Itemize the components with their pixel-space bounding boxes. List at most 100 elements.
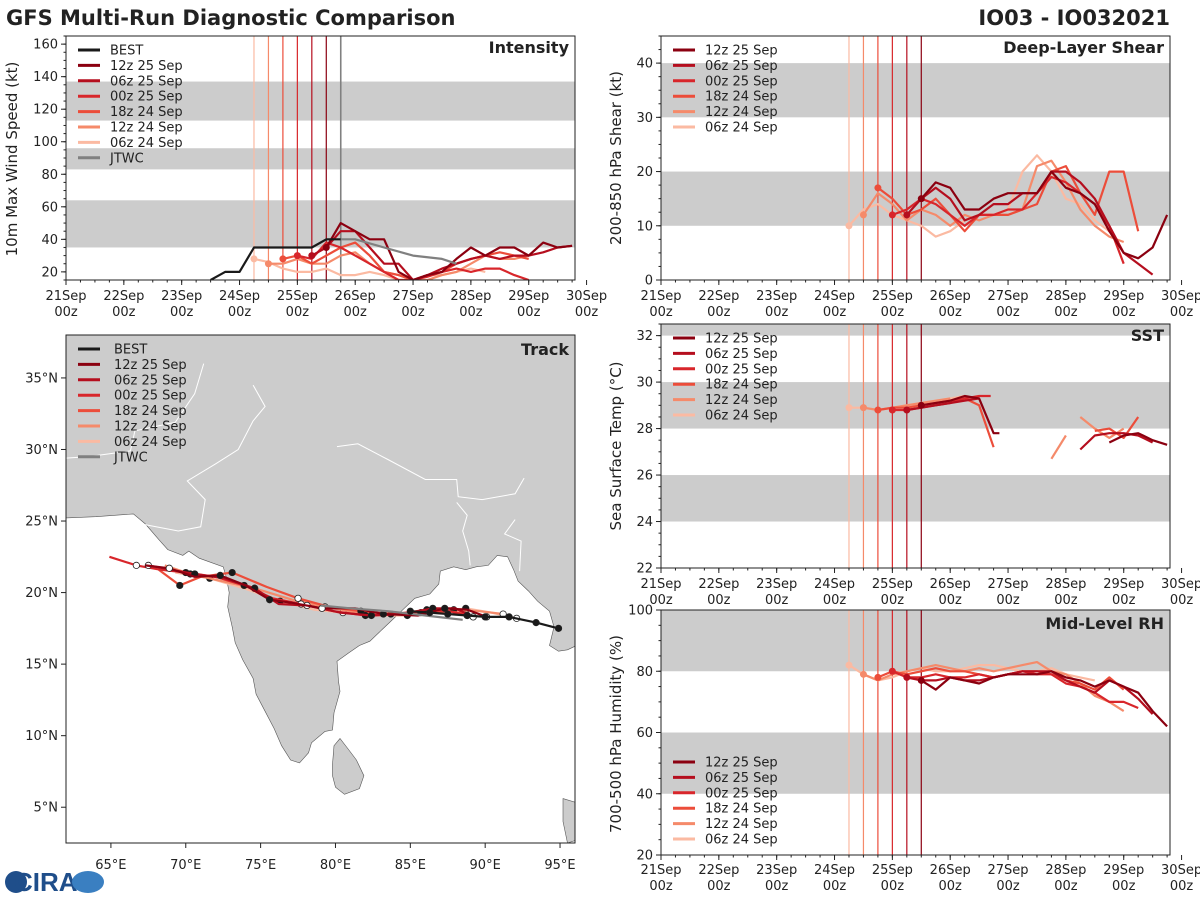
track-ytick-label-20: 20°N — [25, 586, 58, 601]
shear-legend-label-06z-25-sep: 06z 25 Sep — [705, 59, 778, 74]
shear-xtick-label-4-1: 00z — [881, 305, 905, 320]
sst-xtick-label-6-0: 27Sep — [988, 577, 1029, 592]
sst-series-12z-25-sep — [921, 394, 1000, 435]
shear-xtick-label-0-0: 21Sep — [640, 289, 681, 304]
sst-init-marker-12z-24-sep — [859, 404, 867, 412]
rh-xtick-label-3-1: 00z — [823, 879, 847, 894]
sst-xtick-label-9-1: 00z — [1170, 593, 1194, 608]
rh-series-00z-25-sep — [891, 670, 1139, 710]
intensity-xtick-label-4-0: 25Sep — [277, 289, 318, 304]
track-legend-label-12z-25-sep: 12z 25 Sep — [114, 358, 187, 373]
rh-legend-label-06z-24-sep: 06z 24 Sep — [705, 833, 778, 848]
intensity-xtick-label-7-0: 28Sep — [450, 289, 491, 304]
track-point-best — [406, 607, 414, 615]
sst-ytick-label-28: 28 — [636, 422, 653, 437]
track-point-best — [532, 619, 540, 627]
intensity-series-00z-25-sep — [297, 241, 530, 280]
intensity-xtick-label-0-0: 21Sep — [45, 289, 86, 304]
sst-series-12z-25-sep-part1 — [1108, 432, 1168, 446]
shear-panel: 01020304021Sep00z22Sep00z23Sep00z24Sep00… — [607, 35, 1200, 320]
shear-xtick-label-8-0: 29Sep — [1103, 289, 1144, 304]
rh-series-06z-24-sep — [848, 663, 1096, 682]
sst-series-06z-25-sep — [906, 397, 980, 412]
shear-xtick-label-0-1: 00z — [649, 305, 673, 320]
intensity-legend-label-best: BEST — [110, 44, 143, 59]
intensity-xtick-label-1-0: 22Sep — [103, 289, 144, 304]
sst-xtick-label-3-0: 24Sep — [814, 577, 855, 592]
rh-xtick-label-8-0: 29Sep — [1103, 863, 1144, 878]
intensity-series-jtwc — [340, 238, 457, 265]
intensity-xtick-label-8-1: 00z — [517, 305, 541, 320]
sst-xtick-label-1-1: 00z — [707, 593, 731, 608]
rh-xtick-label-1-1: 00z — [707, 879, 731, 894]
track-point-18z-24-sep — [176, 581, 184, 590]
track-point-12z-25-sep — [441, 604, 449, 612]
track-point-12z-25-sep — [216, 571, 224, 580]
sst-band-2 — [661, 324, 1170, 336]
shear-xtick-label-7-1: 00z — [1054, 305, 1078, 320]
track-xtick-label-70: 70°E — [170, 858, 201, 873]
sst-legend-label-00z-25-sep: 00z 25 Sep — [705, 362, 778, 377]
intensity-ytick-label-80: 80 — [41, 168, 58, 183]
intensity-panel: 2040608010012014016021Sep00z22Sep00z23Se… — [3, 35, 607, 320]
shear-xtick-label-9-0: 30Sep — [1161, 289, 1200, 304]
shear-y-axis-label: 200-850 hPa Shear (kt) — [607, 71, 625, 245]
track-point-12z-25-sep — [265, 596, 274, 604]
sst-xtick-label-7-1: 00z — [1054, 593, 1078, 608]
track-point-best — [505, 613, 513, 621]
track-map-area: 65°E 70°E 75°E 80°E 85°E 90°E 95°E 5°N 10°N 15°N 2… — [25, 334, 576, 873]
intensity-xtick-label-0-1: 00z — [54, 305, 78, 320]
track-point-12z-25-sep — [165, 564, 173, 572]
rh-xtick-label-2-1: 00z — [765, 879, 789, 894]
track-line-12z-25-sep — [145, 564, 488, 618]
intensity-band-1 — [66, 148, 575, 170]
sst-ytick-label-30: 30 — [636, 376, 653, 391]
intensity-ytick-label-40: 40 — [41, 233, 58, 248]
sst-legend-label-12z-25-sep: 12z 25 Sep — [705, 332, 778, 347]
track-xtick-label-75: 75°E — [245, 858, 276, 873]
track-point-best — [554, 624, 563, 632]
rh-band-0 — [661, 732, 1170, 794]
rh-xtick-label-6-0: 27Sep — [988, 863, 1029, 878]
track-clipped-content — [66, 335, 575, 843]
intensity-init-marker-00z-25-sep — [293, 252, 301, 260]
shear-band-1 — [661, 63, 1170, 118]
sst-band-0 — [661, 475, 1170, 522]
rh-series-06z-25-sep — [906, 670, 1154, 715]
rh-xtick-label-3-0: 24Sep — [814, 863, 855, 878]
track-ytick-label-5: 5°N — [34, 801, 59, 816]
shear-xtick-label-6-0: 27Sep — [988, 289, 1029, 304]
rh-band-1 — [661, 610, 1170, 672]
shear-xtick-label-2-1: 00z — [765, 305, 789, 320]
rh-plot-area: 2040608010021Sep00z22Sep00z23Sep00z24Sep… — [628, 604, 1200, 895]
track-xtick-label-65: 65°E — [95, 858, 126, 873]
sst-ytick-label-22: 22 — [636, 562, 653, 577]
intensity-legend-label-jtwc: JTWC — [109, 151, 144, 166]
intensity-xtick-label-5-1: 00z — [344, 305, 368, 320]
cira-logo-globe-icon — [5, 871, 27, 893]
shear-ytick-label-0: 0 — [645, 274, 653, 289]
sst-ytick-label-26: 26 — [636, 469, 653, 484]
rh-ytick-label-100: 100 — [628, 604, 653, 619]
sst-legend-label-06z-24-sep: 06z 24 Sep — [705, 409, 778, 424]
shear-init-marker-12z-24-sep — [859, 211, 867, 219]
country-border-3 — [503, 519, 522, 572]
cira-logo-text: CIRA — [14, 867, 78, 897]
intensity-init-marker-12z-24-sep — [264, 260, 272, 268]
rh-xtick-label-6-1: 00z — [996, 879, 1020, 894]
rh-ytick-label-20: 20 — [636, 849, 653, 864]
shear-init-marker-00z-25-sep — [888, 211, 896, 219]
sst-xtick-label-8-1: 00z — [1112, 593, 1136, 608]
track-ytick-label-25: 25°N — [25, 515, 58, 530]
intensity-plot-area: 2040608010012014016021Sep00z22Sep00z23Se… — [33, 35, 607, 320]
track-xtick-label-90: 90°E — [470, 858, 501, 873]
shear-xtick-label-2-0: 23Sep — [756, 289, 797, 304]
rh-ytick-label-60: 60 — [636, 726, 653, 741]
shear-xtick-label-3-0: 24Sep — [814, 289, 855, 304]
intensity-init-marker-06z-25-sep — [308, 252, 316, 260]
intensity-xtick-label-5-0: 26Sep — [335, 289, 376, 304]
intensity-ytick-label-140: 140 — [33, 70, 58, 85]
sst-xtick-label-0-1: 00z — [649, 593, 673, 608]
sst-init-marker-06z-24-sep — [845, 404, 853, 412]
shear-xtick-label-1-1: 00z — [707, 305, 731, 320]
